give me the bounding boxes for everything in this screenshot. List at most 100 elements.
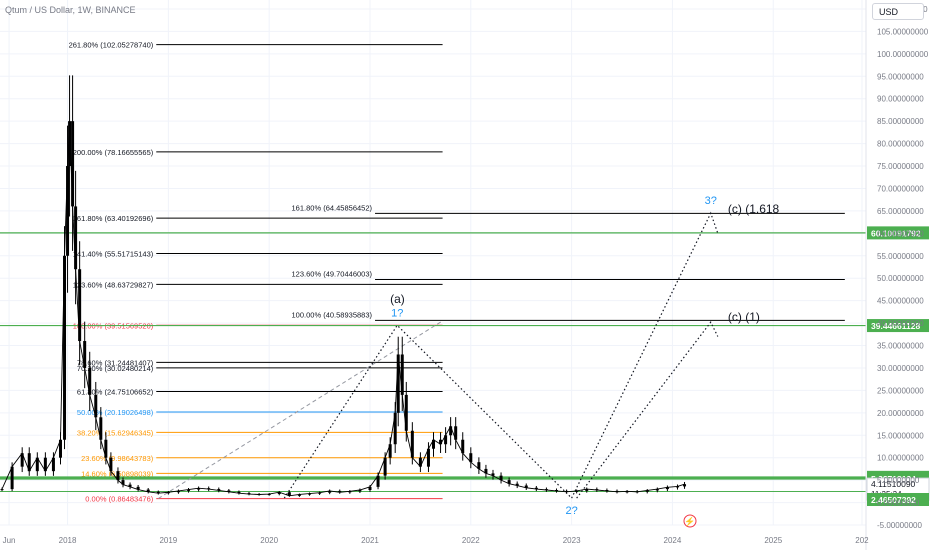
candle-body [217, 489, 221, 491]
candle-body [0, 489, 4, 491]
wave-projection [576, 321, 719, 499]
y-tick-label: 40.00000000 [877, 319, 924, 328]
x-tick-label: 2021 [361, 536, 379, 545]
wave-label: (c) (1.618 [728, 202, 780, 216]
candle-body [78, 269, 82, 342]
y-tick-label: 95.00000000 [877, 72, 924, 81]
candle-body [166, 492, 170, 494]
fib-label: 50.00% (20.19026498) [77, 408, 154, 417]
level-price-tag [867, 319, 929, 333]
candle-body [454, 426, 458, 440]
candle-body [426, 448, 430, 467]
y-tick-label: 5.00000000 [877, 476, 920, 485]
current-price-text: 4.11510090 [871, 479, 916, 489]
candle-body [187, 489, 191, 491]
y-tick-label: 15.00000000 [877, 431, 924, 440]
fib-label: 141.40% (55.51715143) [73, 249, 154, 258]
x-tick-label: Jun [3, 536, 16, 545]
y-tick-label: 45.00000000 [877, 297, 924, 306]
price-series [0, 75, 687, 497]
candle-body [104, 439, 108, 458]
fib-label: 123.60% (48.63729827) [73, 280, 154, 289]
candle-body [338, 490, 342, 493]
y-tick-label: 85.00000000 [877, 117, 924, 126]
trend-line [158, 320, 443, 499]
fib-label: 38.20% (15.62946345) [77, 428, 154, 437]
lightning-icon-glyph: ⚡ [684, 516, 695, 528]
candle-body [625, 491, 629, 493]
x-tick-label: 2025 [764, 536, 782, 545]
candle-body [121, 480, 125, 485]
candle-body [383, 457, 387, 476]
x-tick-label: 202 [855, 536, 869, 545]
candle-body [136, 486, 140, 490]
candle-body [99, 417, 103, 440]
candle-body [227, 490, 231, 492]
currency-button[interactable]: USD [872, 3, 924, 20]
y-tick-label: 60.00000000 [877, 229, 924, 238]
candle-body [297, 494, 301, 496]
candle-body [51, 457, 55, 472]
candle-body [507, 480, 511, 484]
candle-body [515, 483, 519, 486]
candle-body [499, 475, 503, 481]
candle-body [71, 121, 75, 207]
wave-label: 3? [705, 195, 717, 207]
candle-body [418, 457, 422, 467]
y-tick-label: 100.00000000 [877, 50, 929, 59]
fib-label: 70.20% (30.02480214) [77, 364, 154, 373]
candle-body [267, 494, 271, 496]
wave-projection [571, 211, 719, 499]
candle-body [318, 492, 322, 494]
y-tick-label: 30.00000000 [877, 364, 924, 373]
candle-body [68, 121, 72, 167]
y-tick-label: 50.00000000 [877, 274, 924, 283]
candle-body [444, 435, 448, 445]
wave-label: (a) [390, 292, 405, 306]
x-tick-label: 2020 [260, 536, 278, 545]
candle-body [27, 453, 31, 472]
price-line [1, 121, 685, 497]
lightning-icon-circle [683, 514, 697, 528]
wave-labels: (a)1? 2? 3? (c) (1.618 (c) (1) [390, 195, 779, 517]
candle-body [20, 453, 24, 467]
wave-label: (c) (1) [728, 310, 760, 324]
y-tick-label: 35.00000000 [877, 342, 924, 351]
candle-body [146, 489, 150, 492]
y-tick-label: 25.00000000 [877, 386, 924, 395]
y-tick-label: 65.00000000 [877, 207, 924, 216]
wave-label: 1? [391, 307, 403, 319]
chart-title: Qtum / US Dollar, 1W, BINANCE [5, 5, 136, 15]
fib-label: 200.00% (78.16655565) [73, 148, 154, 157]
candle-body [655, 489, 659, 491]
candle-body [10, 466, 14, 490]
candle-body [645, 490, 649, 492]
candle-body [43, 457, 47, 472]
x-tick-label: 2019 [159, 536, 177, 545]
level-price-text: 39.44661128 [871, 321, 920, 331]
candle-body [35, 457, 39, 472]
lightning-icon: ⚡ [683, 514, 697, 528]
fib-label: 23.60% (9.98643783) [81, 454, 154, 463]
candle-body [176, 490, 180, 493]
x-axis: Jun 2018 2019 2020 2021 2022 2023 2024 2025 202 ⚡ [3, 514, 869, 545]
level-price-tag [867, 226, 929, 240]
candle-body [94, 394, 98, 418]
candle-body [400, 354, 404, 395]
candle-body [88, 367, 92, 395]
y-tick-label: 90.00000000 [877, 95, 924, 104]
candle-body [393, 412, 397, 445]
candle-body [66, 166, 70, 256]
candle-body [534, 487, 538, 490]
fib-label: 161.80% (63.40192696) [73, 214, 154, 223]
grid [0, 0, 866, 526]
y-tick-label: 70.00000000 [877, 184, 924, 193]
candle-body [439, 439, 443, 445]
candle-body [388, 444, 392, 458]
candle-body [484, 468, 488, 474]
candle-body [287, 492, 291, 496]
candle-body [74, 206, 78, 270]
candle-body [63, 255, 67, 440]
fib-label: 78.60% (31.24481407) [77, 358, 154, 367]
